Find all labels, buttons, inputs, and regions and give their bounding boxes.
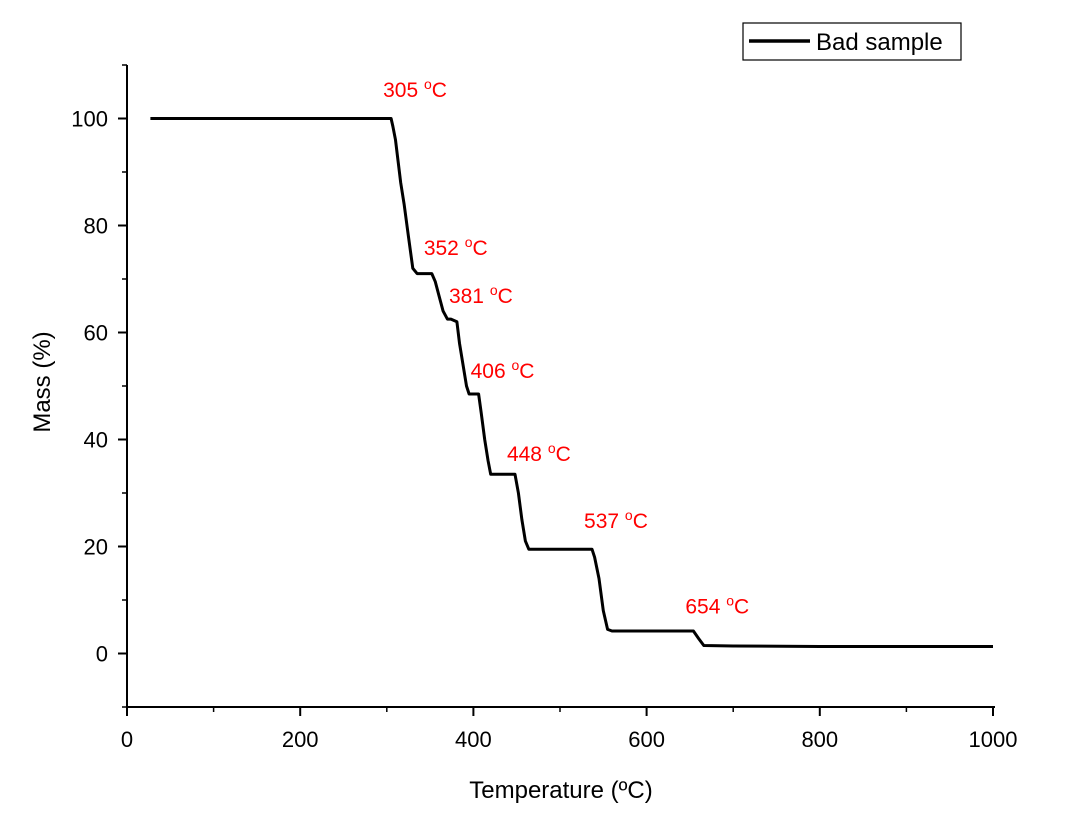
temperature-annotation: 352 oC <box>424 234 488 260</box>
legend-label: Bad sample <box>816 29 943 56</box>
y-tick-label: 100 <box>71 107 108 132</box>
x-ticks: 0 200 400 600 800 1000 <box>121 707 1018 752</box>
y-tick-label: 0 <box>96 642 108 667</box>
x-tick-label: 1000 <box>969 727 1018 752</box>
x-tick-label: 400 <box>455 727 492 752</box>
temperature-annotation: 537 oC <box>584 507 648 533</box>
series-line-bad-sample <box>150 117 993 648</box>
y-tick-label: 20 <box>84 535 108 560</box>
y-tick-label: 60 <box>84 321 108 346</box>
temperature-annotation: 654 oC <box>685 592 749 618</box>
temperature-annotation: 381 oC <box>449 282 513 308</box>
x-tick-label: 800 <box>801 727 838 752</box>
temperature-annotation: 406 oC <box>471 357 535 383</box>
y-tick-label: 80 <box>84 214 108 239</box>
x-axis-title: Temperature (ºC) <box>469 777 652 804</box>
legend: Bad sample <box>742 22 962 61</box>
x-tick-label: 200 <box>282 727 319 752</box>
temperature-annotation: 305 oC <box>383 76 447 102</box>
series-layer <box>150 117 993 648</box>
temperature-annotation: 448 oC <box>507 440 571 466</box>
y-tick-label: 40 <box>84 428 108 453</box>
y-axis-title: Mass (%) <box>29 331 56 432</box>
x-tick-label: 600 <box>628 727 665 752</box>
annotations: 305 oC 352 oC 381 oC 406 oC 448 oC 537 oC 654 … <box>383 76 749 618</box>
x-tick-label: 0 <box>121 727 133 752</box>
y-ticks: 0 20 40 60 80 100 <box>71 64 127 708</box>
